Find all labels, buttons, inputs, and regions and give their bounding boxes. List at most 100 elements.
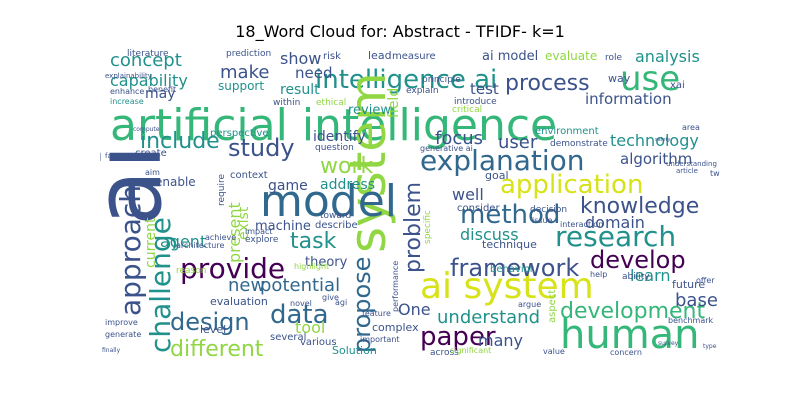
- cloud-word: measure: [392, 51, 436, 62]
- cloud-word: enable: [155, 175, 196, 189]
- cloud-word: give: [322, 293, 339, 302]
- cloud-word: future: [672, 278, 705, 291]
- cloud-word: explain: [406, 86, 439, 96]
- cloud-word: result: [280, 82, 320, 98]
- cloud-word: concept: [110, 50, 182, 71]
- cloud-word: ethical: [316, 98, 346, 108]
- cloud-word: framework: [450, 254, 579, 282]
- cloud-word: aspect: [547, 290, 558, 323]
- cloud-word: impact: [245, 227, 273, 236]
- cloud-word: theory: [305, 255, 348, 270]
- cloud-word: perspective: [210, 128, 269, 139]
- cloud-word: various: [300, 337, 337, 348]
- cloud-word: challenge: [144, 217, 177, 353]
- cloud-word: understand: [437, 307, 540, 328]
- cloud-word: explainability: [105, 72, 152, 80]
- cloud-word: machine: [255, 219, 311, 234]
- cloud-word: artificial intelligence: [110, 100, 557, 151]
- cloud-word: work: [320, 154, 373, 179]
- cloud-word: prediction: [226, 49, 271, 59]
- cloud-word: increase: [110, 97, 144, 106]
- cloud-word: process: [505, 71, 590, 96]
- cloud-word: require: [217, 174, 227, 206]
- cloud-word: decision: [530, 205, 567, 215]
- cloud-word: specific: [423, 210, 433, 244]
- cloud-word: model: [260, 176, 397, 227]
- cloud-word: different: [170, 337, 264, 358]
- chart-title: 18_Word Cloud for: Abstract - TFIDF- k=1: [235, 22, 565, 41]
- cloud-word: improve: [105, 318, 138, 327]
- cloud-word: aim: [145, 168, 160, 177]
- cloud-word: evaluate: [545, 49, 597, 63]
- cloud-word: research: [555, 220, 676, 253]
- cloud-word: compute: [133, 126, 160, 133]
- cloud-word: article: [676, 167, 698, 175]
- cloud-word: many: [478, 331, 523, 350]
- cloud-word: question: [315, 143, 354, 153]
- cloud-word: role: [605, 53, 623, 63]
- cloud-word: technique: [482, 238, 537, 251]
- cloud-word: learn: [630, 266, 671, 285]
- cloud-word: human: [560, 312, 700, 358]
- cloud-word: reason: [176, 266, 206, 276]
- cloud-word: approach: [114, 185, 147, 316]
- cloud-word: task: [290, 229, 337, 254]
- cloud-word: area: [682, 123, 700, 132]
- cloud-word: ai: [100, 144, 182, 226]
- cloud-word: type: [703, 343, 717, 350]
- cloud-word: across: [430, 348, 459, 358]
- cloud-word: ai model: [482, 49, 538, 64]
- cloud-word: demonstrate: [550, 139, 608, 149]
- cloud-word: generate: [105, 330, 141, 339]
- cloud-word: benchmark: [668, 316, 714, 325]
- cloud-word: xai: [670, 80, 685, 91]
- cloud-word: principle: [422, 75, 461, 85]
- cloud-word: intelligence ai: [315, 65, 497, 95]
- cloud-word: tool: [295, 318, 325, 337]
- cloud-word: address: [320, 177, 375, 193]
- cloud-word: architecture: [176, 241, 224, 250]
- cloud-word: describe: [315, 220, 358, 231]
- cloud-word: propose: [348, 257, 376, 353]
- cloud-word: way: [608, 72, 631, 85]
- cloud-word: enhance: [110, 87, 144, 96]
- cloud-word: critical: [452, 105, 482, 115]
- cloud-word: show: [280, 49, 321, 68]
- cloud-word: knowledge: [580, 194, 699, 219]
- cloud-word: need: [295, 64, 333, 82]
- cloud-word: toward: [320, 211, 351, 221]
- cloud-word: develop: [590, 246, 686, 274]
- cloud-word: environment: [535, 126, 599, 137]
- cloud-word: explanation: [420, 144, 585, 177]
- cloud-word: may: [145, 86, 176, 102]
- cloud-word: introduce: [454, 97, 497, 107]
- cloud-word: provide: [180, 252, 285, 285]
- cloud-word: several: [270, 332, 306, 343]
- cloud-word: design: [170, 308, 250, 336]
- cloud-word: make: [220, 62, 269, 83]
- cloud-word: novel: [290, 299, 312, 308]
- cloud-word: method: [460, 200, 560, 230]
- cloud-word: discuss: [460, 225, 519, 244]
- cloud-word: analysis: [635, 48, 700, 66]
- cloud-word: development: [560, 299, 706, 324]
- cloud-word: Solution: [332, 344, 377, 357]
- cloud-word: include: [140, 129, 220, 154]
- cloud-word: ai system: [420, 266, 594, 307]
- cloud-word: safety: [655, 137, 670, 143]
- cloud-word: concern: [610, 348, 642, 357]
- cloud-word: issue: [532, 216, 553, 225]
- cloud-word: create: [135, 148, 167, 159]
- cloud-word: context: [230, 170, 268, 181]
- cloud-word: achieve: [205, 233, 236, 242]
- cloud-word: information: [585, 90, 672, 108]
- cloud-word: understanding: [666, 160, 717, 168]
- word-cloud: artificial intelligence ai intelligence ai…: [100, 48, 720, 358]
- cloud-word: user: [498, 132, 538, 153]
- cloud-word: field: [386, 88, 402, 118]
- cloud-word: important: [360, 335, 400, 344]
- cloud-word: feature: [362, 309, 391, 318]
- cloud-word: literature: [127, 49, 169, 59]
- cloud-word: game: [268, 178, 308, 194]
